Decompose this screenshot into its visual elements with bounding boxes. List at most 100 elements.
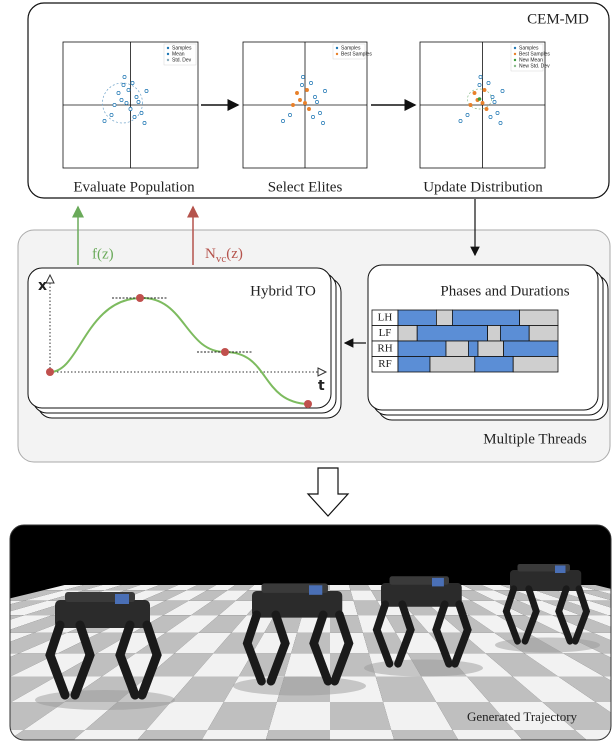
swing — [445, 340, 469, 357]
sample — [477, 83, 482, 87]
stance — [416, 325, 489, 342]
robot — [35, 592, 175, 710]
new-mean — [477, 97, 482, 101]
floor-tile — [10, 632, 67, 654]
trajectory — [49, 296, 309, 405]
robot — [495, 564, 600, 653]
sample — [109, 113, 114, 117]
t-axis-label: t — [318, 378, 325, 394]
sample — [291, 103, 295, 107]
shadow — [233, 676, 366, 696]
sample — [478, 75, 483, 79]
floor-tile — [63, 585, 103, 591]
shadow — [35, 690, 175, 710]
sample — [495, 111, 500, 115]
floor-tile — [485, 653, 559, 677]
robot-leg — [266, 610, 290, 686]
panel-label: Select Elites — [268, 179, 343, 195]
floor-tile — [10, 653, 58, 677]
floor-tile — [576, 585, 611, 591]
sample — [132, 115, 137, 119]
robot-leg — [372, 600, 394, 668]
floor-tile — [575, 590, 611, 601]
phases-title: Phases and Durations — [440, 283, 569, 299]
sample — [130, 81, 135, 85]
floor-tile — [330, 729, 400, 740]
floor-tile — [198, 615, 247, 633]
floor-tile — [207, 702, 277, 730]
floor-tile — [227, 585, 255, 591]
floor-tile — [163, 600, 213, 616]
floor-tile — [350, 590, 378, 601]
sample — [486, 81, 491, 85]
floor-tile — [353, 600, 386, 616]
robot-leg — [309, 610, 333, 686]
sample — [288, 113, 292, 117]
knot — [46, 368, 54, 376]
sample — [492, 100, 497, 104]
legend-swatch — [335, 52, 339, 56]
robot-leg — [137, 620, 162, 700]
sample — [313, 95, 317, 99]
sample — [311, 115, 315, 119]
floor-tile — [56, 653, 136, 677]
floor-tile — [512, 676, 596, 703]
robot-leg — [451, 600, 472, 668]
robot-leg — [571, 585, 591, 645]
floor-tile — [330, 585, 351, 591]
floor-tile — [50, 729, 147, 740]
legend-swatch — [513, 46, 517, 50]
floor-tile — [57, 632, 133, 654]
robot-body — [510, 570, 582, 591]
stance — [467, 340, 479, 357]
swing — [397, 325, 418, 342]
floor-tile — [375, 676, 437, 703]
floor-tile — [174, 632, 232, 654]
legend-box — [163, 43, 197, 66]
floor-tile — [147, 653, 214, 677]
sample — [309, 81, 313, 85]
legend-swatch — [166, 52, 170, 56]
floor-tile — [574, 729, 611, 740]
sample — [468, 103, 473, 107]
axis-head — [317, 367, 328, 377]
floor-tile — [85, 702, 171, 730]
floor-tile — [579, 615, 611, 633]
floor-tile — [145, 585, 179, 591]
sample — [305, 88, 309, 92]
floor-tile — [260, 729, 330, 740]
robot-accent — [555, 565, 566, 573]
swing — [477, 340, 505, 357]
swing — [429, 356, 476, 373]
floor-tile — [471, 600, 525, 616]
stance — [397, 356, 431, 373]
stance — [397, 340, 447, 357]
floor-tile — [560, 632, 611, 654]
legend-swatch — [513, 52, 517, 56]
shadow — [495, 637, 600, 653]
robot-leg — [502, 585, 521, 645]
floor-tile — [10, 729, 86, 740]
swing — [519, 309, 559, 326]
swing — [512, 356, 559, 373]
threads-label: Multiple Threads — [483, 431, 587, 447]
robot-leg — [521, 585, 540, 645]
robot-body — [252, 591, 343, 618]
big-arrow — [306, 467, 350, 517]
floor-tile — [268, 702, 330, 730]
floor-tile — [542, 702, 611, 730]
floor-tile — [165, 590, 208, 601]
stance — [451, 309, 520, 326]
sample — [315, 100, 319, 104]
sample — [139, 111, 144, 115]
floor-tile — [43, 585, 84, 591]
robot-accent — [309, 585, 323, 595]
shadow — [364, 659, 483, 677]
legend-text: Mean — [172, 51, 185, 57]
robot-leg — [555, 585, 574, 645]
knot — [304, 400, 312, 408]
floor-tile — [165, 615, 219, 633]
legend-swatch — [166, 58, 170, 62]
